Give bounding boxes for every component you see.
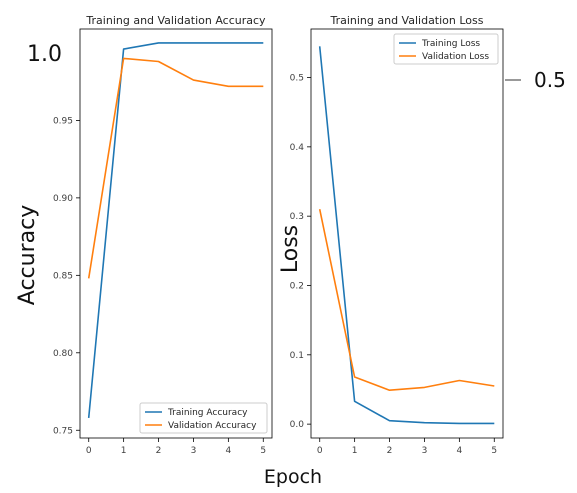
accuracy-x-tick-label: 1	[121, 446, 127, 456]
loss-x-tick-label: 4	[456, 446, 462, 456]
loss-axis-label: Loss	[278, 225, 303, 273]
loss-legend-label-validation: Validation Loss	[422, 52, 489, 62]
loss-x-tick-label: 3	[422, 446, 428, 456]
loss-legend-box	[393, 33, 499, 65]
loss-x-tick-label: 5	[491, 446, 497, 456]
accuracy-x-tick-label: 3	[191, 446, 197, 456]
loss-series-training-line	[318, 46, 495, 425]
accuracy-plot-frame	[79, 28, 273, 439]
loss-y-tick-label: 0.2	[290, 281, 304, 291]
accuracy-y-tick-label: 0.85	[53, 271, 73, 281]
loss-y-tick-label: 0.3	[290, 212, 304, 222]
loss-plot-frame	[310, 28, 504, 439]
accuracy-chart-title: Training and Validation Accuracy	[85, 14, 266, 27]
accuracy-y-tick-label: 0.75	[53, 426, 73, 436]
loss-series-validation-line	[318, 209, 495, 392]
loss-chart-title: Training and Validation Loss	[329, 14, 483, 27]
accuracy-legend-box	[139, 402, 268, 434]
accuracy-axis-label: Accuracy	[15, 205, 40, 305]
accuracy-x-tick-label: 0	[86, 446, 92, 456]
accuracy-series-validation-line	[87, 57, 264, 279]
accuracy-legend-label-validation: Validation Accuracy	[168, 421, 257, 431]
accuracy-y-tick-label: 0.80	[53, 349, 73, 359]
loss-legend-label-training: Training Loss	[421, 39, 480, 49]
loss-side-value: 0.5	[534, 68, 566, 92]
loss-y-tick-label: 0.0	[290, 420, 305, 430]
loss-y-tick-label: 0.1	[290, 351, 304, 361]
loss-y-tick-label: 0.5	[290, 74, 304, 84]
epoch-axis-label: Epoch	[264, 466, 322, 488]
accuracy-x-tick-label: 4	[225, 446, 231, 456]
accuracy-x-tick-label: 5	[260, 446, 266, 456]
loss-x-tick-label: 2	[387, 446, 393, 456]
accuracy-top-value: 1.0	[27, 42, 62, 67]
loss-x-tick-label: 1	[352, 446, 358, 456]
accuracy-y-tick-label: 0.90	[53, 194, 73, 204]
loss-y-tick-label: 0.4	[290, 143, 305, 153]
accuracy-y-tick-label: 0.95	[53, 116, 73, 126]
accuracy-x-tick-label: 2	[156, 446, 162, 456]
accuracy-series-training-line	[87, 42, 264, 418]
accuracy-legend-label-training: Training Accuracy	[167, 408, 248, 418]
loss-x-tick-label: 0	[317, 446, 323, 456]
